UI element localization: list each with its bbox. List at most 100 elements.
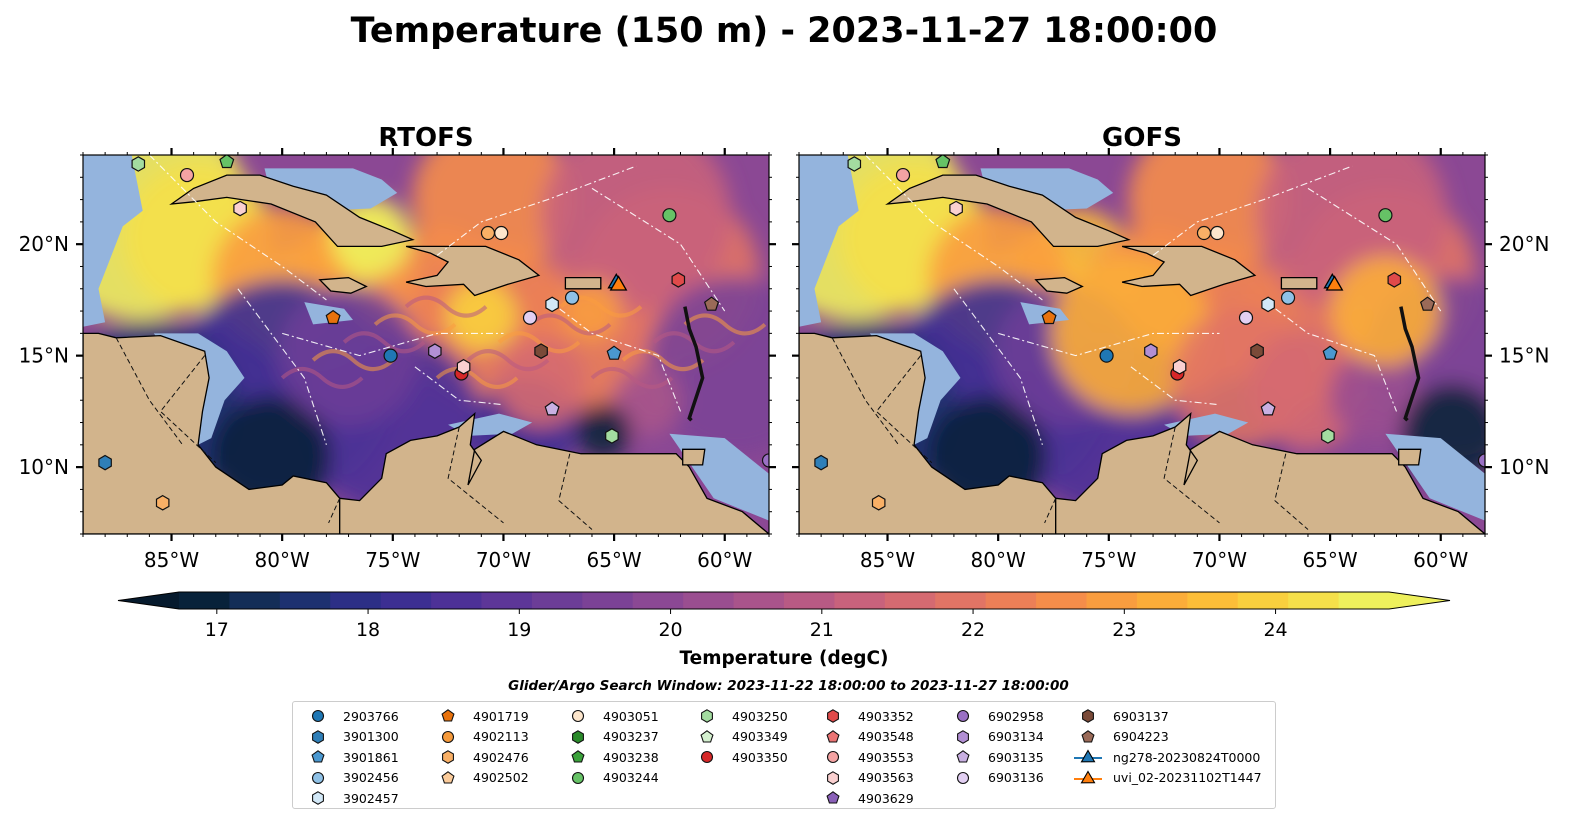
legend-label: 4903238	[603, 749, 659, 765]
legend-marker-icon	[572, 729, 584, 744]
colorbar-bin	[1237, 592, 1289, 609]
legend-marker-icon	[956, 750, 970, 763]
colorbar-bin	[985, 592, 1037, 609]
legend-item: 6903134	[948, 727, 1044, 748]
legend-label: uvi_02-20231102T1447	[1113, 770, 1262, 786]
colorbar-bin	[1086, 592, 1138, 609]
legend-label: 6903136	[988, 770, 1044, 786]
colorbar-label: Temperature (degC)	[679, 648, 888, 669]
legend-item: 4903349	[692, 727, 788, 748]
float-marker	[219, 155, 235, 169]
legend-item: 6902958	[948, 706, 1044, 727]
float-marker	[428, 343, 442, 359]
colorbar-bin	[582, 592, 634, 609]
colorbar-bin	[1036, 592, 1088, 609]
lat-tick-label: 15°N	[1499, 344, 1549, 368]
search-window-caption: Glider/Argo Search Window: 2023-11-22 18…	[508, 678, 1069, 694]
float-marker	[544, 401, 560, 416]
map-panel-gofs: 85°W 80°W 75°W 70°W 65°W 60°W 20°N 15°N 10°N GOFS	[792, 123, 1549, 572]
lon-tick-label: 70°W	[1192, 548, 1247, 572]
legend-marker-icon	[1074, 770, 1102, 784]
legend-item: 4903237	[563, 727, 659, 748]
legend-marker-icon	[701, 709, 713, 724]
legend-item: ng278-20230824T0000	[1073, 747, 1262, 768]
colorbar-extend-high	[1389, 592, 1450, 609]
lat-tick-label: 10°N	[19, 455, 69, 479]
legend-marker-icon	[957, 729, 969, 744]
colorbar-bin	[1338, 592, 1390, 609]
float-marker	[1477, 453, 1485, 468]
colorbar-bin	[1187, 592, 1239, 609]
float-marker	[179, 167, 195, 183]
legend-marker-icon	[700, 729, 714, 743]
legend-label: 3901300	[343, 729, 399, 745]
land-trinidad	[1398, 448, 1422, 466]
colorbar-extend-low	[118, 592, 179, 609]
legend-item: 4903238	[563, 747, 659, 768]
legend-label: 3902457	[343, 790, 399, 806]
panel-title: RTOFS	[378, 123, 473, 153]
float-marker	[1099, 348, 1114, 363]
legend-marker-icon	[441, 770, 455, 784]
float-marker	[155, 494, 170, 511]
legend-label: 4902502	[473, 770, 529, 786]
colorbar-bin	[733, 592, 785, 609]
land-florida	[937, 155, 996, 156]
legend-marker-icon	[1082, 709, 1094, 724]
legend-label: 4903244	[603, 770, 659, 786]
colorbar-tick-label: 23	[1112, 619, 1136, 641]
legend-marker-icon	[956, 771, 970, 784]
legend-label: 4902476	[473, 749, 529, 765]
legend-item: uvi_02-20231102T1447	[1073, 768, 1262, 789]
legend-marker-icon	[571, 771, 585, 784]
colorbar-bin	[683, 592, 735, 609]
legend-label: 4903563	[858, 770, 914, 786]
legend-column: 6902958 6903134 6903135 6903136	[948, 706, 1044, 788]
colorbar-bin	[229, 592, 281, 609]
legend-label: 4902113	[473, 729, 529, 745]
colorbar-tick-label: 18	[356, 619, 380, 641]
lon-tick-label: 85°W	[860, 548, 915, 572]
colorbar-tick-label: 22	[961, 619, 985, 641]
land-hispaniola	[405, 245, 541, 297]
legend-column: 4903352 4903548 4903553 4903563 4903629	[818, 706, 914, 809]
float-marker	[895, 167, 911, 183]
legend-item: 4902502	[433, 768, 529, 789]
colorbar-bin	[784, 592, 836, 609]
glider-marker	[609, 275, 628, 291]
float-marker	[949, 200, 963, 217]
legend-marker-icon	[441, 709, 455, 722]
legend-label: 4903250	[732, 708, 788, 724]
colorbar-bin	[330, 592, 382, 609]
float-marker	[564, 290, 580, 305]
float-marker	[545, 296, 559, 313]
colorbar-bin	[1136, 592, 1188, 609]
legend-label: 6903135	[988, 749, 1044, 765]
float-marker	[131, 156, 146, 172]
legend-item: 4903244	[563, 768, 659, 789]
legend-item: 6904223	[1073, 727, 1262, 748]
colorbar-bin	[1288, 592, 1340, 609]
float-marker	[1322, 345, 1338, 360]
legend-label: 4903051	[603, 708, 659, 724]
legend-label: 4903629	[858, 790, 914, 806]
legend-marker-icon	[827, 709, 839, 724]
legend-item: 3901300	[303, 727, 399, 748]
land-southamerica	[339, 411, 769, 534]
lon-tick-label: 80°W	[255, 548, 310, 572]
legend-item: 4903352	[818, 706, 914, 727]
float-marker	[1387, 272, 1402, 288]
float-marker	[1238, 310, 1254, 325]
colorbar-tick-label: 21	[810, 619, 834, 641]
legend-marker-icon	[312, 791, 324, 806]
legend-item: 6903137	[1073, 706, 1262, 727]
land-jamaica	[318, 276, 368, 294]
float-marker	[1210, 225, 1225, 241]
land-jamaica	[1034, 276, 1084, 294]
lon-tick-label: 65°W	[1302, 548, 1357, 572]
legend-item: 4903563	[818, 768, 914, 789]
lat-tick-label: 15°N	[19, 344, 69, 368]
legend-label: 6902958	[988, 708, 1044, 724]
legend-column: 2903766 3901300 3901861 3902456 3902457	[303, 706, 399, 809]
